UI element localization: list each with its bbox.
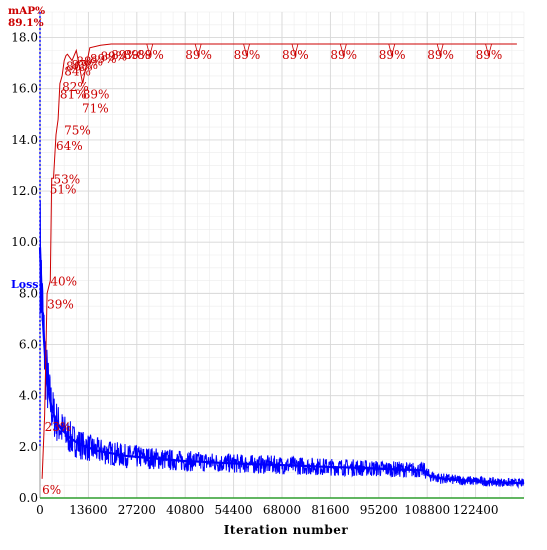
x-tick-label: 95200 (360, 503, 398, 517)
map-dip (243, 43, 250, 58)
map-point-label: 40% (50, 275, 77, 289)
map-point-label: 89% (234, 48, 261, 62)
x-tick-label: 40800 (166, 503, 204, 517)
map-dip (146, 43, 154, 58)
map-point-label: 39% (47, 297, 74, 311)
loss-series-label: Loss (11, 278, 38, 291)
map-dip (194, 43, 202, 58)
map-point-label: 89% (330, 48, 357, 62)
map-point-label: 89% (476, 48, 503, 62)
x-tick-label: 0 (36, 503, 44, 517)
y-tick-label: 14.0 (11, 133, 38, 147)
map-point-label: 89% (101, 49, 128, 63)
loss-trend-line (38, 247, 525, 485)
x-tick-label: 54400 (215, 503, 253, 517)
map-point-label: 89% (111, 48, 138, 62)
x-tick-label: 122400 (453, 503, 499, 517)
map-point-label: 75% (64, 123, 91, 137)
map-point-label: 89% (427, 48, 454, 62)
map-point-label: 87% (71, 58, 98, 72)
map-point-label: 89% (124, 48, 151, 62)
map-point-label: 6% (42, 483, 61, 497)
x-tick-label: 27200 (118, 503, 156, 517)
y-tick-label: 8.0 (19, 286, 38, 300)
map-series (41, 43, 517, 479)
y-tick-label: 2.0 (19, 440, 38, 454)
y-tick-label: 12.0 (11, 184, 38, 198)
y-tick-label: 18.0 (11, 31, 38, 45)
map-point-label: 89% (83, 88, 110, 102)
map-point-label: 64% (56, 139, 83, 153)
map-dip (291, 43, 299, 58)
map-point-label: 82% (62, 80, 89, 94)
loss-series (38, 200, 525, 490)
map-data-labels: 6% 23% 39% 40% 51%53% 64% 75% 81%82%84%86%87% 71… (42, 48, 502, 497)
tick-labels: 0 13600 27200 40800 54400 68000 81600 95200 1088… (11, 31, 498, 517)
map-header-line-1: mAP% (8, 5, 45, 17)
y-tick-label: 4.0 (19, 389, 38, 403)
map-point-label: 51% (50, 182, 77, 196)
map-point-label: 86% (66, 59, 93, 73)
map-dip (339, 43, 347, 58)
grid (39, 11, 525, 499)
map-point-label: 53% (54, 172, 81, 186)
y-tick-label: 6.0 (19, 338, 38, 352)
map-dip (388, 43, 396, 58)
map-point-label: 89% (90, 52, 117, 66)
map-dip (436, 43, 444, 58)
x-tick-label: 108800 (404, 503, 450, 517)
map-point-label: 71% (82, 102, 109, 116)
map-point-label: 89% (185, 48, 212, 62)
x-tick-label: 13600 (69, 503, 107, 517)
map-line (41, 43, 517, 479)
map-point-label: 81% (60, 88, 87, 102)
map-dip (485, 43, 492, 58)
x-tick-label: 81600 (311, 503, 349, 517)
map-point-label: 89% (379, 48, 406, 62)
map-point-label: 84% (64, 65, 91, 79)
map-header-line-2: 89.1% (8, 17, 44, 29)
x-tick-label: 68000 (263, 503, 301, 517)
x-axis-label: Iteration number (224, 523, 349, 537)
map-point-label: 89% (137, 48, 164, 62)
map-point-label: 89% (282, 48, 309, 62)
y-tick-label: 16.0 (11, 82, 38, 96)
map-point-label: 88% (76, 54, 103, 68)
y-tick-label: 10.0 (11, 235, 38, 249)
map-point-label: 23% (45, 420, 72, 434)
y-tick-label: 0.0 (19, 491, 38, 505)
